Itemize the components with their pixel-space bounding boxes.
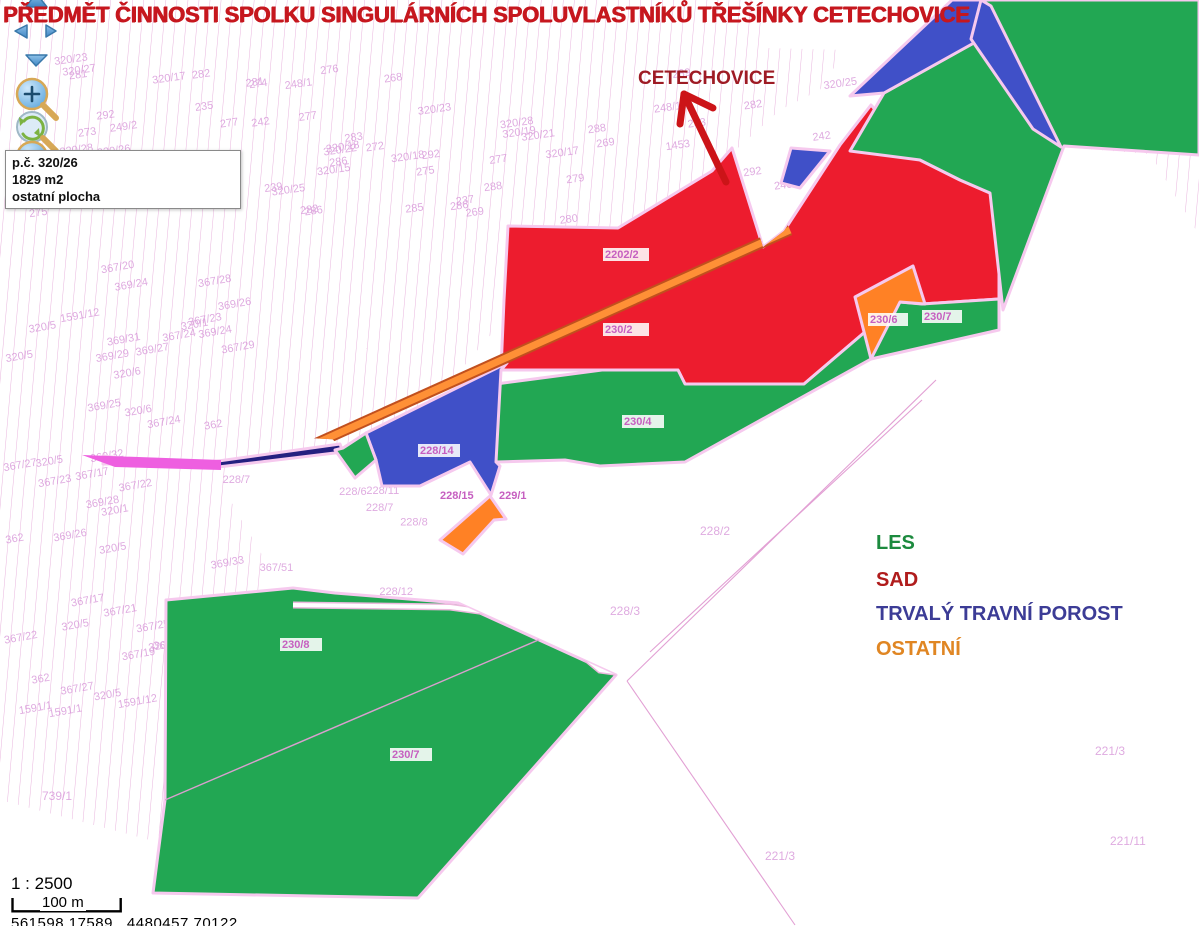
svg-text:274: 274 xyxy=(248,77,268,91)
svg-text:286: 286 xyxy=(449,199,469,213)
svg-text:277: 277 xyxy=(488,153,508,167)
svg-text:228/7: 228/7 xyxy=(223,474,251,486)
svg-text:228/2: 228/2 xyxy=(700,524,730,538)
svg-text:221/3: 221/3 xyxy=(1095,744,1125,758)
svg-text:230/4: 230/4 xyxy=(624,416,652,428)
svg-text:229/1: 229/1 xyxy=(499,490,527,502)
svg-text:230/6: 230/6 xyxy=(870,314,898,326)
svg-text:277: 277 xyxy=(298,110,318,124)
svg-text:221/3: 221/3 xyxy=(765,849,795,863)
svg-text:2202/2: 2202/2 xyxy=(605,249,639,261)
svg-text:367/51: 367/51 xyxy=(260,562,294,574)
svg-text:276: 276 xyxy=(320,63,340,77)
svg-text:292: 292 xyxy=(421,148,441,162)
svg-text:230/8: 230/8 xyxy=(282,639,310,651)
svg-text:272: 272 xyxy=(365,140,385,154)
svg-text:269: 269 xyxy=(596,136,616,150)
svg-text:242: 242 xyxy=(812,129,832,143)
svg-text:221/11: 221/11 xyxy=(1110,834,1146,848)
svg-text:228/7: 228/7 xyxy=(366,502,394,514)
svg-text:230/7: 230/7 xyxy=(924,311,952,323)
svg-text:282: 282 xyxy=(191,67,211,81)
svg-text:228/8: 228/8 xyxy=(400,517,428,529)
svg-text:288: 288 xyxy=(483,180,503,194)
svg-text:235: 235 xyxy=(194,100,214,114)
svg-text:273: 273 xyxy=(77,125,97,139)
svg-text:228/3: 228/3 xyxy=(610,604,640,618)
svg-text:282: 282 xyxy=(743,98,763,112)
svg-text:277: 277 xyxy=(219,116,239,130)
svg-text:280: 280 xyxy=(559,212,579,226)
svg-text:275: 275 xyxy=(416,164,436,178)
svg-text:739/1: 739/1 xyxy=(42,789,72,803)
svg-text:242: 242 xyxy=(251,115,271,129)
svg-text:286: 286 xyxy=(304,204,324,218)
svg-text:230/2: 230/2 xyxy=(605,324,633,336)
svg-text:230/7: 230/7 xyxy=(392,749,420,761)
svg-text:228/14: 228/14 xyxy=(420,445,455,457)
svg-text:228/15: 228/15 xyxy=(440,490,474,502)
svg-text:283: 283 xyxy=(344,131,364,145)
svg-text:292: 292 xyxy=(96,108,116,122)
svg-text:239: 239 xyxy=(264,181,284,195)
svg-text:285: 285 xyxy=(405,201,425,215)
svg-text:292: 292 xyxy=(743,165,763,179)
svg-text:288: 288 xyxy=(587,122,607,136)
svg-text:268: 268 xyxy=(383,71,403,85)
svg-text:228/6: 228/6 xyxy=(339,486,367,498)
svg-text:279: 279 xyxy=(565,172,585,186)
